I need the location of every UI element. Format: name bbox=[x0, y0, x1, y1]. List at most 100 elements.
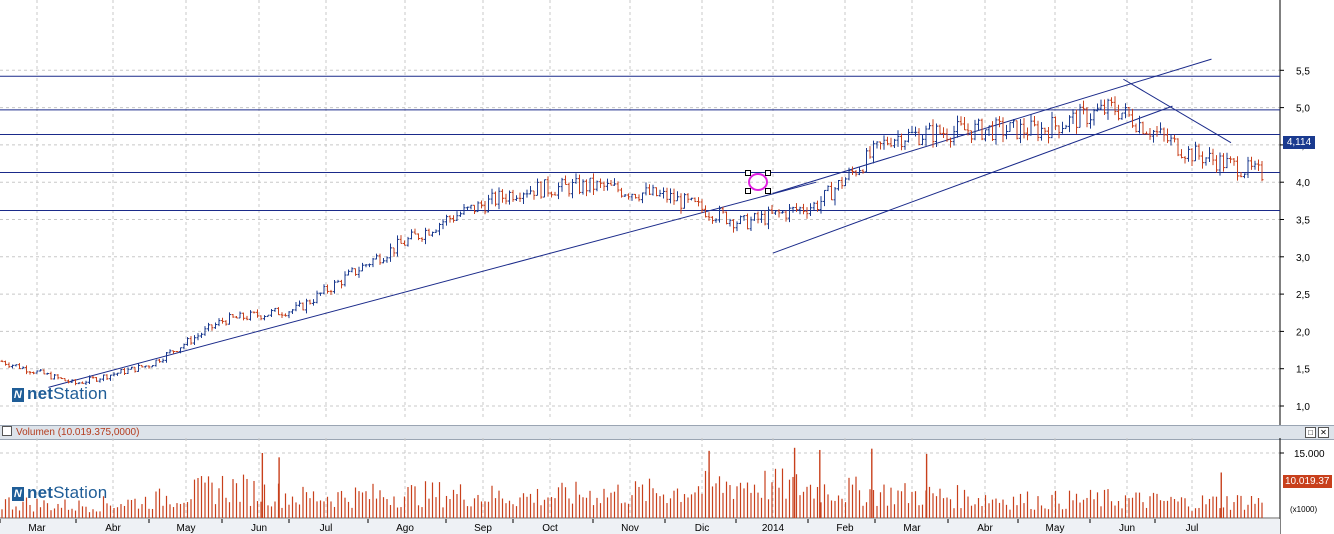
ohlc-bar bbox=[1166, 128, 1169, 143]
ohlc-bar bbox=[588, 177, 592, 193]
ohlc-bar bbox=[438, 222, 441, 236]
last-price-tag: 4,114 bbox=[1283, 136, 1315, 149]
selection-handle bbox=[765, 188, 771, 194]
panel-toggle-icon[interactable] bbox=[2, 426, 12, 436]
ohlc-bar bbox=[1183, 156, 1187, 164]
price-tick-label: 5,5 bbox=[1296, 66, 1310, 77]
ohlc-bar bbox=[791, 206, 795, 213]
ohlc-bar bbox=[1190, 148, 1194, 166]
ohlc-bar bbox=[347, 269, 350, 276]
volume-tick-label: 15.000 bbox=[1294, 449, 1325, 460]
ohlc-bar bbox=[837, 179, 840, 191]
ohlc-bar bbox=[1092, 108, 1096, 126]
ohlc-bar bbox=[515, 195, 518, 202]
price-gridlines bbox=[0, 0, 1280, 420]
ohlc-bar bbox=[980, 118, 984, 141]
ohlc-bar bbox=[340, 279, 343, 289]
ohlc-bar bbox=[1218, 152, 1222, 176]
ohlc-bar bbox=[683, 193, 686, 209]
x-axis-label: Mar bbox=[28, 523, 46, 534]
ohlc-bar bbox=[1194, 141, 1197, 162]
maximize-button[interactable]: □ bbox=[1305, 427, 1316, 438]
ohlc-bar bbox=[235, 316, 238, 319]
ohlc-bar bbox=[396, 235, 399, 257]
ohlc-bar bbox=[809, 203, 812, 216]
ohlc-bar bbox=[707, 212, 711, 221]
ohlc-bar bbox=[483, 200, 487, 215]
ohlc-bar bbox=[389, 243, 392, 262]
ohlc-bar bbox=[1047, 127, 1050, 144]
ohlc-bar bbox=[1064, 124, 1068, 130]
ohlc-bar bbox=[532, 190, 536, 200]
ohlc-bar bbox=[109, 374, 112, 381]
ohlc-bar bbox=[102, 374, 105, 382]
ohlc-bar bbox=[1082, 100, 1085, 115]
ohlc-bar bbox=[658, 189, 662, 197]
ohlc-bar bbox=[539, 181, 543, 199]
ohlc-bar bbox=[74, 379, 77, 386]
x-axis-label: Oct bbox=[542, 523, 558, 534]
price-tick-label: 3,0 bbox=[1296, 253, 1310, 264]
ohlc-bar bbox=[469, 204, 473, 210]
ohlc-bar bbox=[868, 146, 872, 159]
ohlc-bar bbox=[277, 307, 280, 316]
ohlc-bar bbox=[60, 377, 63, 380]
ohlc-bar bbox=[627, 193, 630, 200]
volume-unit-label: (x1000) bbox=[1290, 505, 1318, 514]
ohlc-bar bbox=[406, 236, 410, 247]
ohlc-bar bbox=[28, 370, 32, 375]
ohlc-bar bbox=[420, 237, 424, 242]
ohlc-bar bbox=[312, 299, 315, 306]
ohlc-bar bbox=[445, 214, 448, 226]
price-tick-label: 3,5 bbox=[1296, 216, 1310, 227]
ohlc-bar bbox=[770, 205, 774, 215]
ohlc-bar bbox=[1236, 156, 1239, 181]
ohlc-bar bbox=[207, 322, 210, 332]
ohlc-bar bbox=[1169, 134, 1173, 146]
ohlc-bar bbox=[550, 191, 553, 198]
ohlc-bar bbox=[945, 128, 949, 142]
ohlc-bar bbox=[991, 121, 994, 141]
ohlc-bar bbox=[714, 218, 718, 223]
ohlc-bar bbox=[424, 227, 427, 245]
ohlc-bar bbox=[1117, 104, 1120, 121]
selection-handle bbox=[745, 188, 751, 194]
ohlc-bar bbox=[882, 135, 886, 150]
price-tick-label: 2,5 bbox=[1296, 290, 1310, 301]
ohlc-bar bbox=[525, 189, 529, 198]
ohlc-bar bbox=[0, 359, 4, 363]
ohlc-bar bbox=[403, 240, 406, 246]
close-button[interactable]: ✕ bbox=[1318, 427, 1329, 438]
ohlc-bar bbox=[25, 365, 28, 375]
ohlc-bar bbox=[1029, 114, 1033, 136]
ohlc-bar bbox=[700, 199, 704, 214]
ohlc-bar bbox=[543, 179, 546, 198]
ohlc-bar bbox=[1026, 127, 1029, 141]
x-axis-label: Jul bbox=[1186, 523, 1199, 534]
ohlc-bar bbox=[266, 314, 270, 318]
ohlc-bar bbox=[984, 129, 987, 142]
ohlc-bar bbox=[935, 123, 938, 147]
ohlc-bar bbox=[854, 170, 858, 177]
ohlc-bar bbox=[172, 350, 175, 354]
ohlc-bar bbox=[903, 140, 907, 150]
ohlc-bar bbox=[931, 119, 935, 148]
ohlc-bar bbox=[1134, 123, 1138, 133]
ohlc-bar bbox=[1162, 127, 1166, 142]
ohlc-bar bbox=[448, 215, 452, 223]
ohlc-bar bbox=[998, 116, 1001, 128]
ohlc-bar bbox=[46, 372, 49, 375]
volume-gridlines bbox=[0, 438, 1280, 518]
netstation-logo-icon: N bbox=[12, 388, 24, 402]
ohlc-bars bbox=[0, 96, 1264, 386]
ohlc-bar bbox=[67, 379, 70, 384]
x-axis-label: Dic bbox=[695, 523, 709, 534]
x-axis-label: Mar bbox=[903, 523, 921, 534]
ohlc-bar bbox=[151, 365, 154, 368]
ohlc-bar bbox=[1173, 134, 1176, 143]
ohlc-bar bbox=[1176, 138, 1180, 157]
selection-handle bbox=[745, 170, 751, 176]
ohlc-bar bbox=[623, 194, 627, 198]
ohlc-bar bbox=[616, 181, 620, 193]
